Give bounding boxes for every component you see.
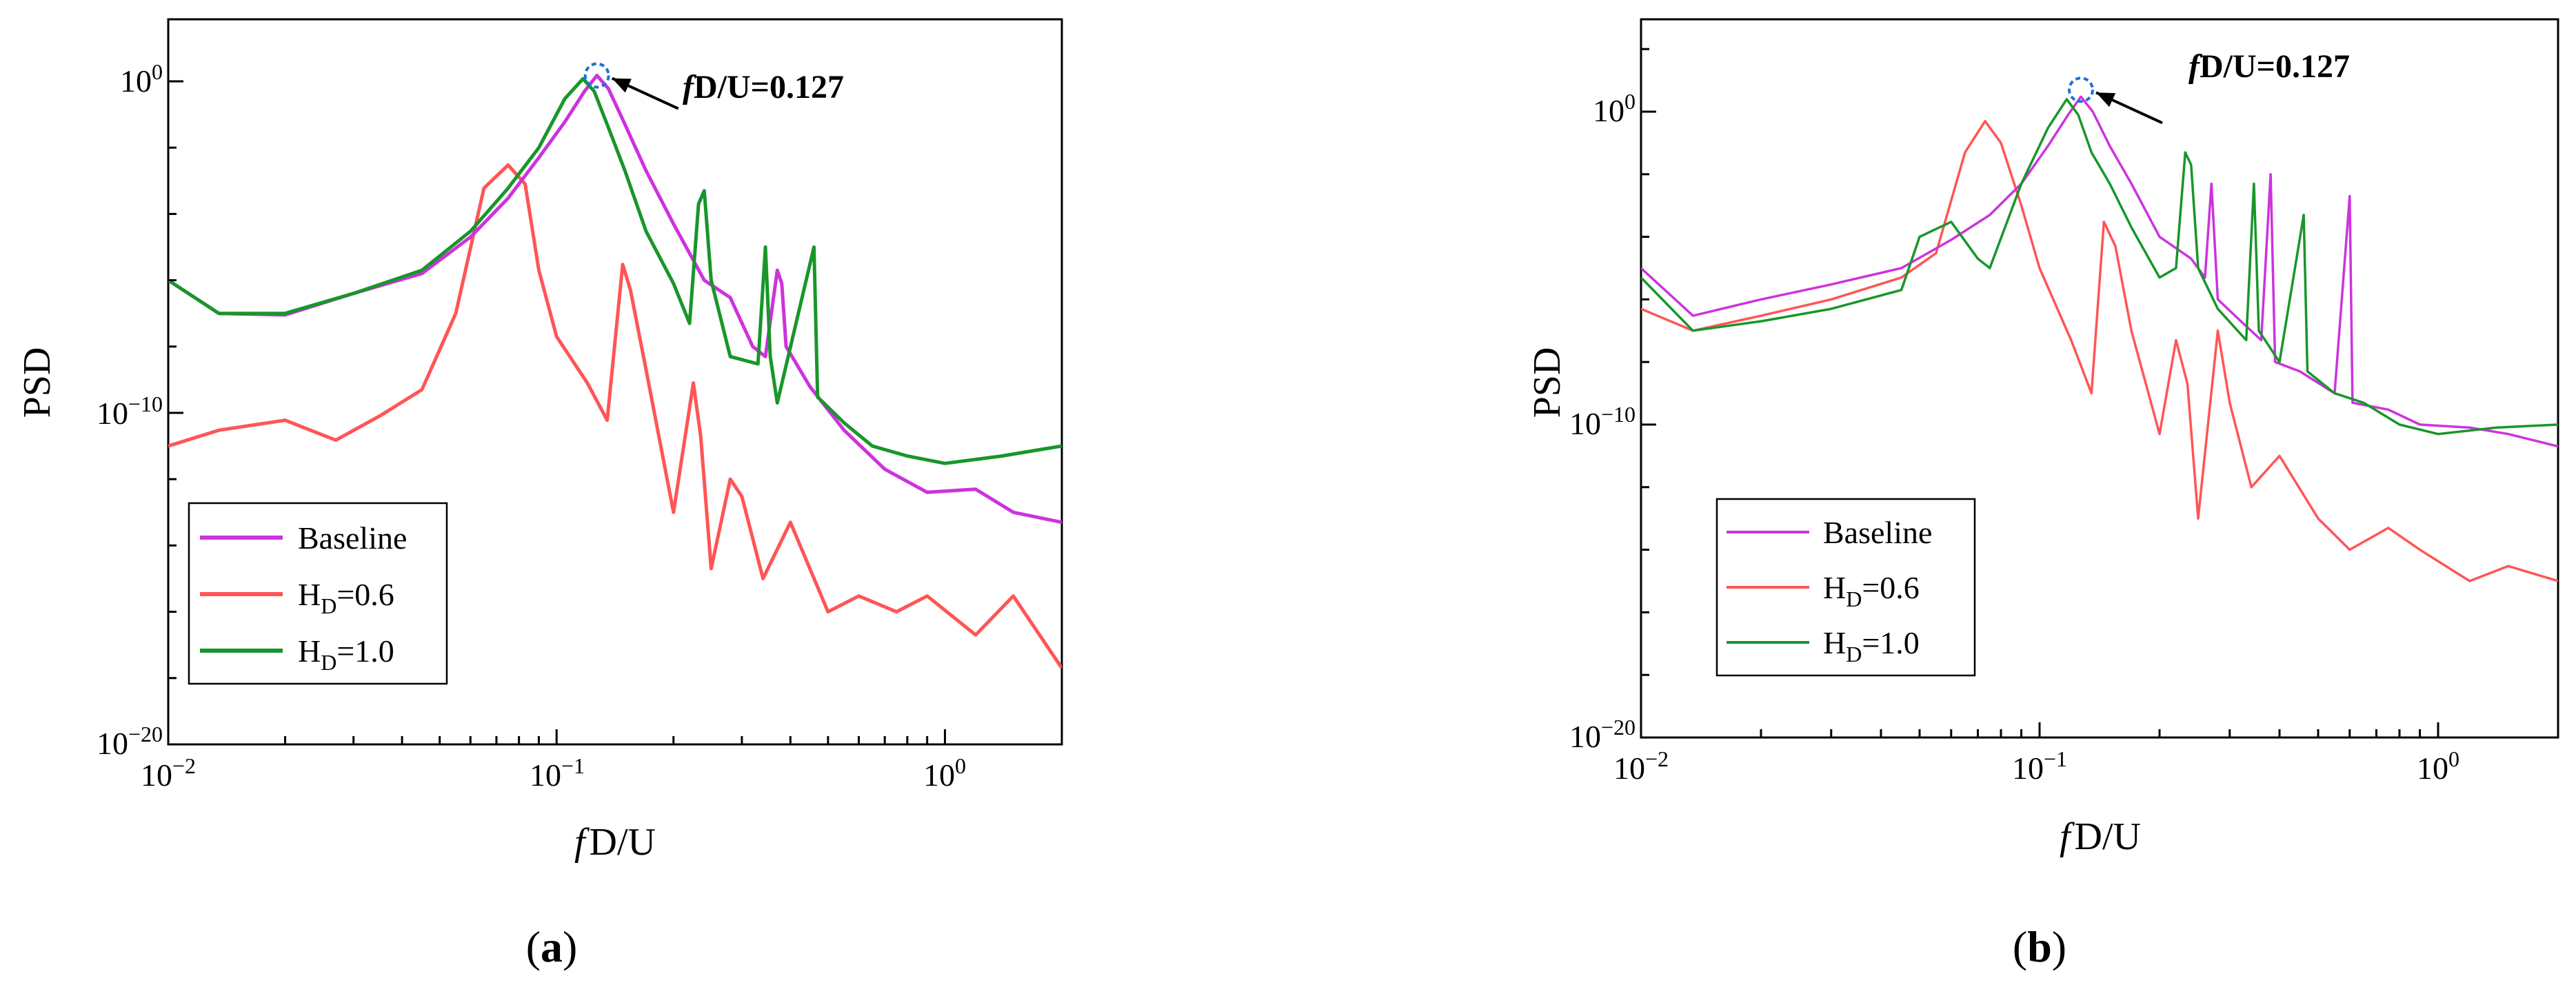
panel-b: 100 10−10 10−20 10−2 10−1 100 PSD f D/U f… bbox=[1526, 18, 2559, 971]
tick-marks-b bbox=[1640, 48, 2559, 739]
annotation-arrowhead-b bbox=[2096, 92, 2116, 108]
x-axis-title-a: f D/U bbox=[574, 821, 656, 864]
annotation-text-b: fD/U=0.127 bbox=[2188, 48, 2350, 85]
series-lines-b bbox=[1641, 95, 2558, 582]
plot-frame-a bbox=[167, 18, 1063, 746]
y-tick-label-a-2: 10−20 bbox=[97, 722, 163, 761]
legend-a: Baseline HD=0.6 HD=1.0 bbox=[188, 502, 448, 685]
legend-box-a bbox=[188, 502, 448, 685]
y-tick-label-b-0: 100 bbox=[1593, 89, 1636, 128]
x-tick-label-a-0: 10−2 bbox=[141, 753, 196, 793]
panel-a: 100 10−10 10−20 10−2 10−1 100 PSD f D/U f… bbox=[16, 18, 1063, 971]
legend-label-baseline-b: Baseline bbox=[1823, 515, 1932, 550]
legend-b: Baseline HD=0.6 HD=1.0 bbox=[1715, 498, 1976, 677]
series-line-hd06-b bbox=[1641, 119, 2558, 582]
y-tick-label-b-2: 10−20 bbox=[1569, 715, 1636, 754]
panel-caption-a: (a) bbox=[526, 922, 578, 971]
peak-marker-b bbox=[2068, 77, 2095, 103]
x-tick-label-b-0: 10−2 bbox=[1613, 746, 1669, 786]
x-ticks-b: 10−2 10−1 100 bbox=[1613, 746, 2459, 786]
legend-label-baseline-a: Baseline bbox=[298, 520, 407, 556]
legend-label-hd10-b: HD=1.0 bbox=[1823, 625, 1920, 667]
x-ticks-a: 10−2 10−1 100 bbox=[141, 753, 966, 793]
plot-frame-b bbox=[1640, 18, 2559, 739]
series-line-hd10-a bbox=[168, 77, 1062, 465]
series-line-hd10-b bbox=[1641, 98, 2558, 436]
annotation-a: fD/U=0.127 bbox=[583, 62, 844, 110]
annotation-b: fD/U=0.127 bbox=[2068, 48, 2350, 125]
y-ticks-a: 100 10−10 10−20 bbox=[97, 59, 163, 761]
legend-label-hd06-a: HD=0.6 bbox=[298, 577, 394, 618]
x-tick-label-b-2: 100 bbox=[2417, 746, 2459, 786]
y-axis-title-a: PSD bbox=[16, 347, 59, 418]
series-line-hd06-a bbox=[168, 163, 1062, 669]
x-axis-title-b: f D/U bbox=[2060, 815, 2141, 858]
y-ticks-b: 100 10−10 10−20 bbox=[1569, 89, 1636, 754]
legend-label-hd10-a: HD=1.0 bbox=[298, 633, 394, 675]
x-tick-label-a-1: 10−1 bbox=[530, 753, 585, 793]
legend-label-hd06-b: HD=0.6 bbox=[1823, 570, 1920, 611]
y-axis-title-b: PSD bbox=[1526, 347, 1569, 418]
series-line-baseline-a bbox=[168, 74, 1062, 525]
annotation-text-a: fD/U=0.127 bbox=[683, 69, 844, 105]
y-tick-label-a-0: 100 bbox=[120, 59, 163, 99]
panel-caption-b: (b) bbox=[2013, 922, 2066, 971]
y-tick-label-b-1: 10−10 bbox=[1569, 402, 1636, 441]
annotation-arrowhead-a bbox=[612, 78, 632, 93]
x-tick-label-a-2: 100 bbox=[923, 753, 966, 793]
x-tick-label-b-1: 10−1 bbox=[2012, 746, 2067, 786]
peak-marker-a bbox=[583, 62, 610, 89]
tick-marks-a bbox=[167, 80, 1063, 746]
y-tick-label-a-1: 10−10 bbox=[97, 391, 163, 431]
series-lines-a bbox=[168, 74, 1062, 669]
